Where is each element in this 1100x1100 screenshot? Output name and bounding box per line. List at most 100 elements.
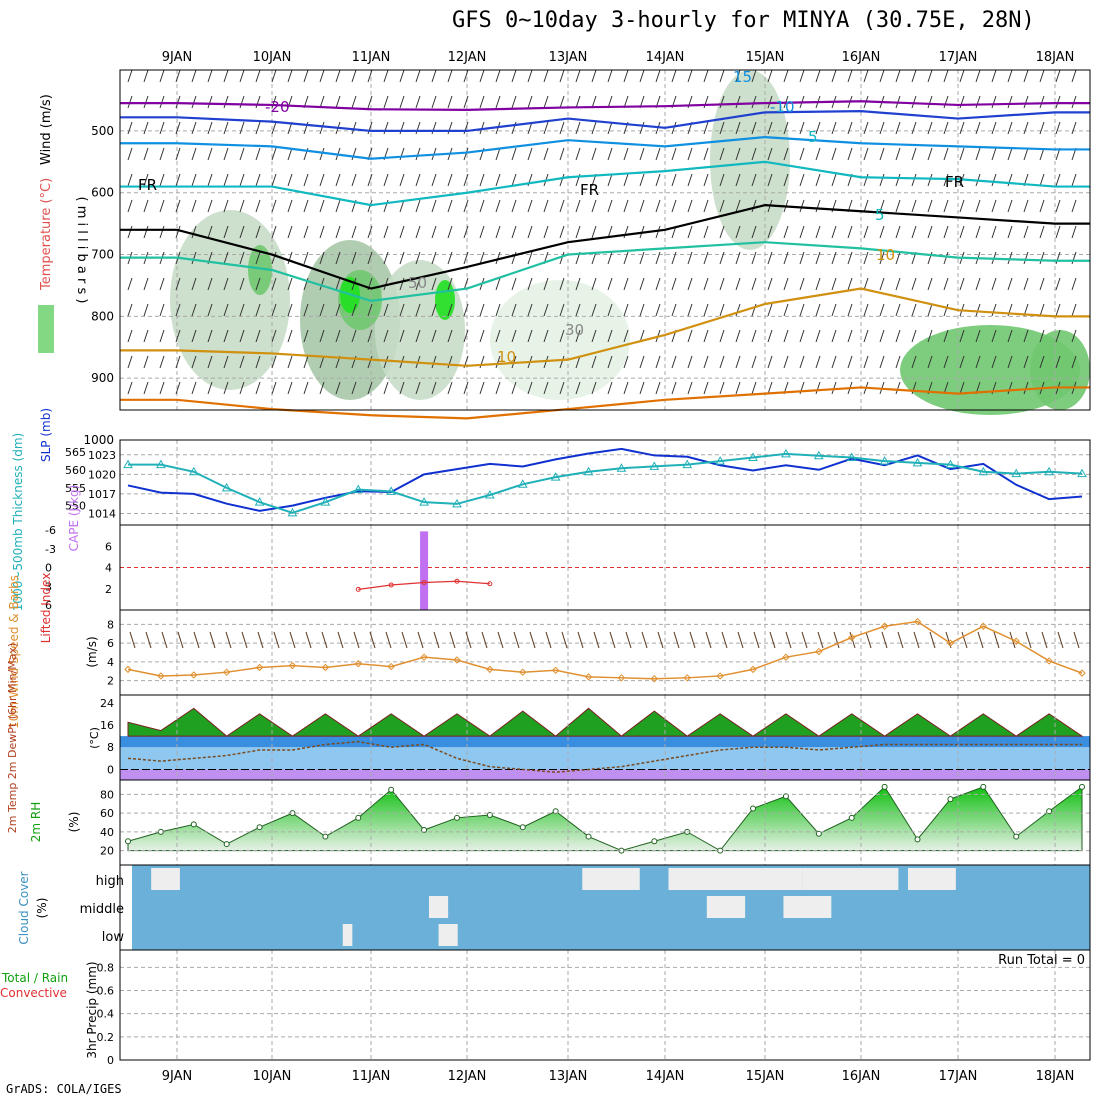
thickness-tick-label: 550 — [65, 500, 86, 513]
wind-barb-icon — [927, 121, 933, 135]
wind-barb-icon — [671, 355, 677, 369]
cloud-block — [342, 924, 353, 946]
wind-barb-icon — [623, 381, 629, 395]
wind-barb-icon — [655, 381, 661, 395]
wind-tick-label: 2 — [107, 675, 114, 688]
wind-barb-icon — [623, 277, 629, 291]
wind-barb-icon — [175, 277, 181, 291]
thickness-marker — [616, 463, 627, 472]
wind-barb-icon — [575, 199, 581, 213]
wind-barb-icon — [559, 147, 565, 161]
wind-barb-icon — [191, 251, 197, 265]
surface-wind-barb-icon — [833, 631, 840, 649]
wind-barb-icon — [319, 303, 325, 317]
wind-barb-icon — [639, 381, 645, 395]
wind-barb-icon — [559, 381, 565, 395]
rh-marker — [223, 841, 230, 848]
slp-axis-label: SLP (mb) — [39, 408, 53, 462]
wind-barb-icon — [863, 69, 869, 83]
wind-barb-icon — [1071, 121, 1077, 135]
wind-barb-icon — [911, 147, 917, 161]
wind-barb-icon — [959, 355, 965, 369]
wind-barb-icon — [495, 251, 501, 265]
wind-barb-icon — [1023, 251, 1029, 265]
wind-barb-icon — [287, 225, 293, 239]
wind-barb-icon — [767, 381, 773, 395]
wind-barb-icon — [303, 329, 309, 343]
wind-tick-label: 8 — [107, 618, 114, 631]
wind-barb-icon — [463, 329, 469, 343]
wind-barb-icon — [927, 225, 933, 239]
cape-tick-label: 6 — [105, 540, 112, 553]
wind-barb-icon — [735, 355, 741, 369]
wind-barb-icon — [207, 95, 213, 109]
wind-barb-icon — [943, 303, 949, 317]
temp-tick-label: 16 — [100, 719, 114, 732]
date-label-top: 9JAN — [162, 50, 193, 65]
wind-barb-icon — [383, 277, 389, 291]
wind-barb-icon — [127, 277, 133, 291]
wind-barb-icon — [399, 69, 405, 83]
wind-barb-icon — [895, 277, 901, 291]
wind-tick-label: 6 — [107, 637, 114, 650]
wind-barb-icon — [511, 173, 517, 187]
wind-speed-marker — [683, 674, 691, 682]
wind-barb-icon — [335, 303, 341, 317]
rh-shading — [435, 280, 455, 320]
wind-barb-icon — [223, 225, 229, 239]
wind-barb-icon — [335, 173, 341, 187]
wind-barb-icon — [303, 251, 309, 265]
wind-barb-icon — [495, 329, 501, 343]
date-label-bottom: 10JAN — [253, 1069, 292, 1084]
wind-barb-icon — [655, 147, 661, 161]
surface-wind-barb-icon — [209, 631, 216, 649]
wind-barb-icon — [255, 95, 261, 109]
wind-barb-icon — [223, 329, 229, 343]
wind-barb-icon — [527, 147, 533, 161]
wind-barb-icon — [671, 199, 677, 213]
wind-barb-icon — [223, 199, 229, 213]
wind-barb-icon — [559, 303, 565, 317]
wind-barb-icon — [607, 69, 613, 83]
wind-barb-icon — [143, 69, 149, 83]
wind-barb-icon — [367, 329, 373, 343]
rh-marker — [486, 812, 493, 818]
wind-barb-icon — [415, 69, 421, 83]
wind-speed-marker — [255, 663, 264, 672]
rh-marker — [125, 838, 131, 845]
wind-barb-icon — [607, 303, 613, 317]
surface-wind-barb-icon — [145, 631, 152, 649]
wind-barb-icon — [879, 225, 885, 239]
wind-barb-icon — [591, 381, 597, 395]
wind-barb-icon — [271, 147, 277, 161]
wind-barb-icon — [255, 329, 261, 343]
cape-bar — [420, 531, 429, 610]
wind-barb-icon — [1007, 69, 1013, 83]
wind-barb-icon — [447, 69, 453, 83]
temp-tick-label: 0 — [107, 763, 114, 776]
thickness-marker — [550, 472, 561, 481]
wind-barb-icon — [1071, 199, 1077, 213]
wind-barb-icon — [591, 69, 597, 83]
wind-barb-icon — [287, 199, 293, 213]
contour-label: FR — [945, 173, 964, 191]
wind-barb-icon — [655, 355, 661, 369]
wind-tick-label: 4 — [107, 656, 114, 669]
wind-barb-icon — [895, 251, 901, 265]
wind-barb-icon — [863, 277, 869, 291]
wind-barb-icon — [895, 381, 901, 395]
wind-barb-icon — [799, 199, 805, 213]
wind-barb-icon — [1023, 121, 1029, 135]
surface-wind-barb-icon — [433, 631, 440, 649]
thickness-marker — [1044, 466, 1054, 476]
wind-barb-icon — [543, 147, 549, 161]
wind-barb-icon — [831, 147, 837, 161]
wind-barb-icon — [1023, 69, 1029, 83]
date-label-bottom: 16JAN — [842, 1069, 881, 1084]
wind-barb-icon — [159, 69, 165, 83]
lifted-line — [358, 580, 490, 590]
wind-barb-icon — [671, 277, 677, 291]
wind-barb-icon — [479, 95, 485, 109]
wind-barb-icon — [1055, 277, 1061, 291]
wind-barb-icon — [751, 251, 757, 265]
